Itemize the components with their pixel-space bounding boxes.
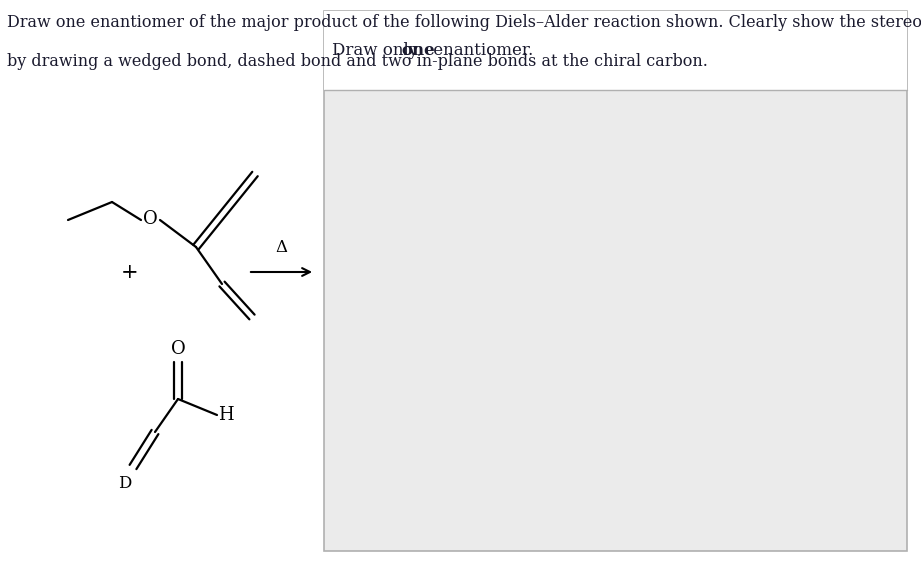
Text: enantiomer.: enantiomer. (428, 42, 533, 59)
Text: Draw one enantiomer of the major product of the following Diels–Alder reaction s: Draw one enantiomer of the major product… (7, 14, 921, 31)
Text: Δ: Δ (275, 238, 287, 256)
Text: O: O (143, 210, 157, 228)
Bar (324, 11, 907, 90)
Text: Draw only: Draw only (332, 42, 424, 59)
Text: O: O (170, 340, 185, 358)
Bar (324, 11, 907, 551)
Text: +: + (122, 262, 139, 282)
Text: by drawing a wedged bond, dashed bond and two in-plane bonds at the chiral carbo: by drawing a wedged bond, dashed bond an… (7, 53, 708, 70)
Text: one: one (402, 42, 435, 59)
Text: D: D (118, 474, 132, 492)
Text: H: H (218, 406, 234, 424)
